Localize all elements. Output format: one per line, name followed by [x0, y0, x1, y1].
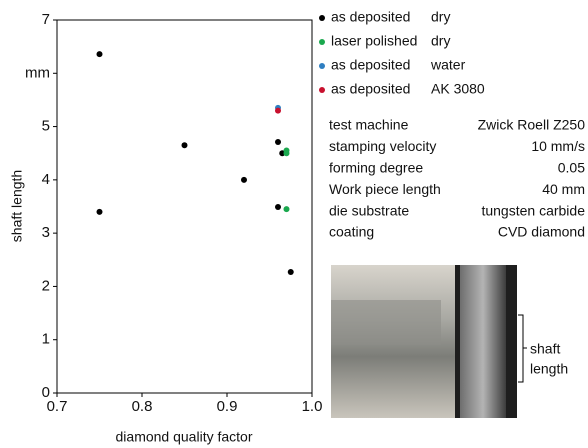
- point: [283, 150, 290, 157]
- point: [275, 139, 281, 146]
- legend-marker: [319, 87, 325, 93]
- photo-shape: [331, 300, 441, 345]
- parameter-name: die substrate: [329, 202, 409, 218]
- photo: [331, 265, 527, 418]
- legend-marker: [319, 39, 325, 45]
- photo-annotation: length: [530, 361, 568, 377]
- y-axis-label: shaft length: [9, 170, 25, 242]
- point: [241, 176, 247, 183]
- point: [181, 142, 188, 149]
- parameter-value: 10 mm/s: [531, 138, 585, 154]
- parameter-name: forming degree: [329, 160, 423, 176]
- point: [275, 204, 281, 211]
- parameter-name: test machine: [329, 117, 409, 133]
- x-axis-label: diamond quality factor: [116, 429, 253, 445]
- photo-annotation: shaft: [530, 341, 560, 357]
- parameter-name: coating: [329, 224, 374, 240]
- x-tick-label: 1.0: [302, 398, 323, 415]
- legend-condition: dry: [431, 33, 450, 49]
- legend-marker: [319, 63, 325, 69]
- photo-shaft: [460, 265, 506, 418]
- y-tick-label: 5: [42, 118, 50, 135]
- y-tick-label: 4: [42, 171, 50, 188]
- y-tick-label: 0: [42, 384, 50, 401]
- legend-condition: AK 3080: [431, 81, 485, 97]
- parameter-name: Work piece length: [329, 181, 441, 197]
- legend-label: as deposited: [331, 9, 410, 25]
- legend-marker: [319, 15, 325, 21]
- legend-condition: water: [430, 57, 466, 73]
- parameter-value: 40 mm: [542, 181, 585, 197]
- point: [283, 206, 290, 213]
- y-tick-label: 1: [42, 331, 50, 348]
- parameter-value: 0.05: [558, 160, 585, 176]
- bracket: [518, 314, 527, 383]
- y-tick-label: 3: [42, 224, 50, 241]
- y-tick-label: 2: [42, 277, 50, 294]
- point: [287, 269, 294, 276]
- point: [96, 51, 103, 58]
- y-tick-label: 7: [42, 11, 50, 28]
- legend-label: laser polished: [331, 33, 417, 49]
- legend-label: as deposited: [331, 81, 410, 97]
- x-tick-label: 0.7: [47, 398, 68, 415]
- y-tick-label: mm: [25, 64, 50, 81]
- parameter-value: CVD diamond: [498, 224, 585, 240]
- x-tick-label: 0.9: [217, 398, 238, 415]
- x-tick-label: 0.8: [132, 398, 153, 415]
- plot-frame: [56, 19, 313, 394]
- legend-condition: dry: [431, 9, 450, 25]
- parameter-value: Zwick Roell Z250: [478, 117, 586, 133]
- point: [96, 208, 103, 215]
- parameter-name: stamping velocity: [329, 138, 436, 154]
- legend-label: as deposited: [331, 57, 410, 73]
- parameter-value: tungsten carbide: [481, 202, 585, 218]
- point: [275, 107, 281, 114]
